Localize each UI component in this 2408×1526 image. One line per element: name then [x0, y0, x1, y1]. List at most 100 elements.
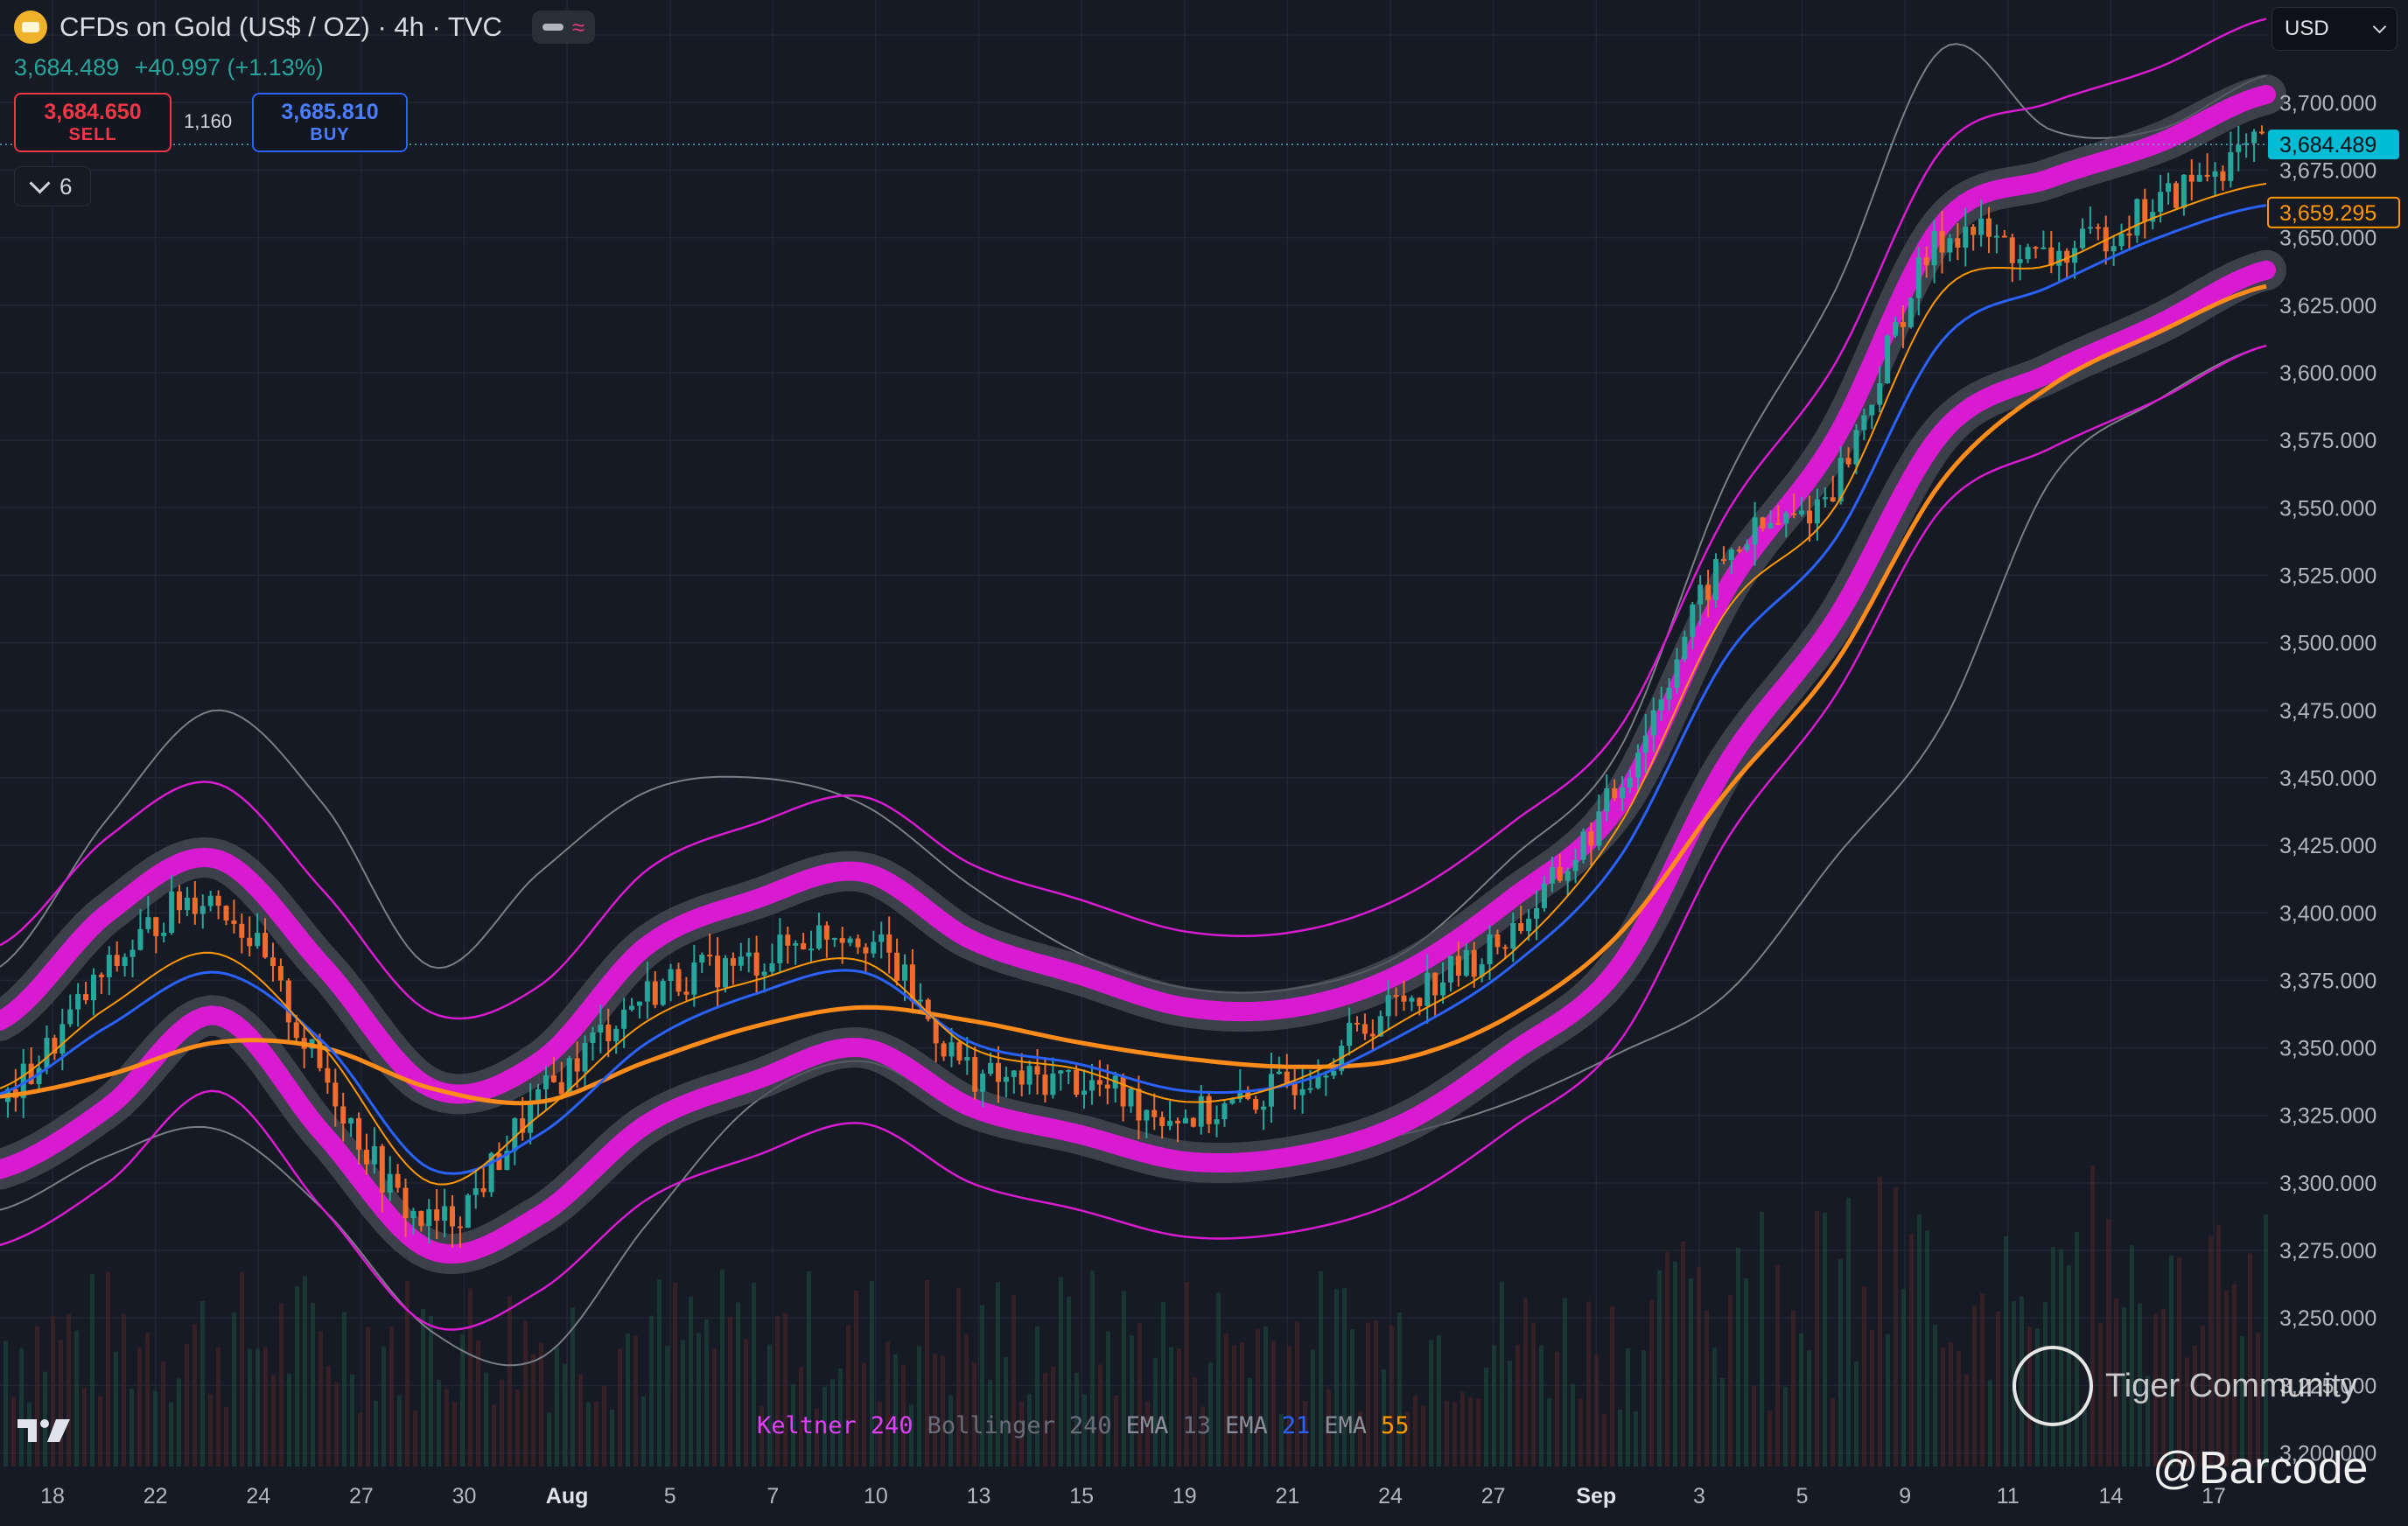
volume-bar [208, 1393, 213, 1466]
volume-bar [1728, 1295, 1732, 1466]
candle-body [1174, 1120, 1180, 1124]
currency-select[interactable]: USD [2272, 7, 2398, 51]
legend-bollinger-name[interactable]: Bollinger [927, 1412, 1055, 1439]
chart-title[interactable]: CFDs on Gold (US$ / OZ) · 4h · TVC [60, 11, 502, 42]
volume-bar [1208, 1362, 1213, 1466]
volume-bar [1256, 1329, 1260, 1466]
volume-bar [925, 1279, 929, 1466]
price-tick-label: 3,475.000 [2279, 699, 2376, 724]
volume-bar [2216, 1224, 2221, 1466]
legend-ema21-param: 21 [1281, 1412, 1311, 1439]
candle-body [660, 981, 666, 1005]
time-tick-label: 22 [144, 1484, 168, 1508]
candle-body [2095, 227, 2101, 229]
volume-bar [917, 1346, 921, 1466]
volume-bar [1807, 1350, 1811, 1466]
candle-body [153, 917, 159, 936]
volume-bar [1964, 1374, 1969, 1466]
volume-bar [287, 1374, 291, 1466]
price-label-bg [2267, 196, 2400, 228]
buy-button[interactable]: 3,685.810 BUY [252, 93, 408, 152]
indicators-toggle-button[interactable]: 6 [14, 166, 91, 206]
volume-bar [1830, 1397, 1835, 1466]
candle-body [1549, 867, 1555, 884]
volume-bar [1059, 1277, 1063, 1466]
volume-bar [1704, 1310, 1709, 1466]
candle-body [1409, 998, 1415, 1002]
candle-body [262, 933, 269, 958]
candle-body [1634, 752, 1641, 778]
volume-bar [783, 1312, 788, 1466]
candle-body [2166, 183, 2172, 192]
candle-body [542, 1074, 549, 1089]
tradingview-logo-icon[interactable] [18, 1416, 75, 1447]
volume-bar [1610, 1306, 1614, 1466]
wave-icon[interactable]: ≈ [571, 14, 585, 40]
volume-bar [1642, 1350, 1646, 1466]
volume-bar [429, 1315, 433, 1466]
volume-bar [878, 1401, 882, 1466]
candle-body [988, 1062, 994, 1074]
price-tick-label: 3,400.000 [2279, 901, 2376, 926]
volume-bar [657, 1278, 662, 1466]
candle-body [1167, 1120, 1173, 1126]
volume-bar [90, 1274, 94, 1466]
volume-bar [822, 1386, 827, 1466]
candle-body [52, 1038, 58, 1054]
volume-bar [1390, 1325, 1394, 1466]
candle-body [402, 1187, 409, 1219]
price-tick-label: 3,325.000 [2279, 1104, 2376, 1129]
sell-button[interactable]: 3,684.650 SELL [14, 93, 172, 152]
volume-bar [43, 1371, 47, 1466]
chart-style-toggle[interactable]: ≈ [531, 10, 596, 44]
candle-body [761, 971, 767, 976]
legend-ema21-name[interactable]: EMA [1224, 1412, 1268, 1439]
candle-body [363, 1149, 369, 1165]
candle-body [410, 1210, 416, 1219]
volume-bar [169, 1402, 173, 1466]
time-tick-label: 5 [664, 1484, 676, 1508]
volume-bar [1854, 1362, 1858, 1466]
volume-bar [1216, 1292, 1221, 1466]
candle-body [106, 955, 112, 977]
legend-ema13-name[interactable]: EMA [1125, 1412, 1169, 1439]
candle-body [1323, 1075, 1329, 1078]
minus-icon[interactable] [542, 24, 564, 31]
candle-body [356, 1117, 362, 1150]
volume-bar [1925, 1230, 1929, 1466]
volume-bar [1823, 1213, 1827, 1466]
volume-bar [941, 1355, 945, 1466]
time-tick-label: 27 [349, 1484, 374, 1508]
price-tick-label: 3,550.000 [2279, 496, 2376, 521]
candle-body [1526, 918, 1532, 932]
volume-bar [1626, 1348, 1630, 1466]
candle-body [1705, 584, 1712, 600]
candle-body [644, 981, 650, 1002]
volume-bar [1681, 1241, 1685, 1466]
volume-bar [1523, 1298, 1528, 1466]
legend-keltner-name[interactable]: Keltner [757, 1412, 857, 1439]
volume-bar [760, 1406, 764, 1466]
candle-body [558, 1082, 564, 1095]
volume-bar [318, 1331, 323, 1466]
volume-bar [279, 1303, 284, 1466]
volume-bar [1232, 1345, 1236, 1466]
price-tick-label: 3,200.000 [2279, 1442, 2376, 1466]
candle-body [2134, 199, 2140, 236]
candle-body [90, 974, 96, 1001]
volume-bar [492, 1404, 496, 1466]
price-tick-label: 3,375.000 [2279, 969, 2376, 993]
volume-bar [523, 1320, 528, 1466]
volume-bar [2090, 1165, 2095, 1466]
legend-ema55-name[interactable]: EMA [1324, 1412, 1368, 1439]
candle-body [450, 1206, 455, 1227]
price-tick-label: 3,250.000 [2279, 1306, 2376, 1331]
volume-bar [500, 1379, 504, 1466]
volume-bar [948, 1395, 953, 1466]
candle-body [442, 1206, 448, 1222]
lines-layer [0, 144, 2268, 1186]
volume-bar [2161, 1309, 2166, 1466]
volume-bar [830, 1379, 835, 1466]
candle-body [1066, 1069, 1072, 1072]
